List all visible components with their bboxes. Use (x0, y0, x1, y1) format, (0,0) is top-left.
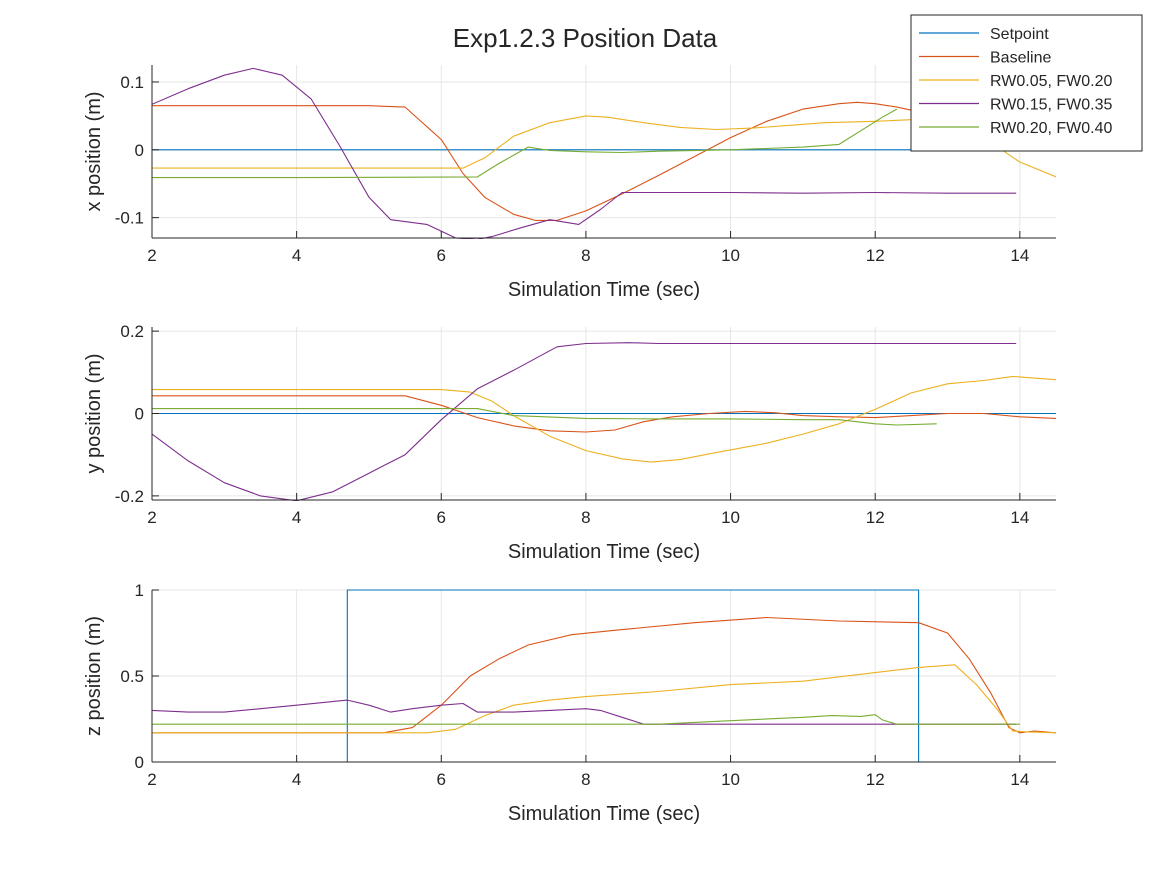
y-tick-label: 1 (135, 581, 144, 600)
series-line-rw0-20-fw0-40 (152, 108, 898, 179)
legend-label-rw0-15-fw0-35: RW0.15, FW0.35 (990, 97, 1113, 114)
plot-area (152, 65, 1056, 238)
x-tick-label: 6 (437, 508, 446, 527)
x-tick-label: 14 (1010, 508, 1029, 527)
x-tick-label: 6 (437, 246, 446, 265)
x-axis-label: Simulation Time (sec) (508, 803, 700, 825)
x-tick-label: 10 (721, 508, 740, 527)
series-line-rw0-05-fw0-20 (152, 375, 1056, 463)
x-tick-label: 8 (581, 770, 590, 789)
subplot-2: 2 4 6 8 10 12 14 -0.2 0 0.2 Simulation Time (sec) y… (83, 322, 1056, 563)
legend-label-rw0-20-fw0-40: RW0.20, FW0.40 (990, 120, 1113, 137)
series-line-rw0-15-fw0-35 (152, 342, 1017, 501)
x-tick-label: 4 (292, 508, 301, 527)
x-tick-label: 14 (1010, 770, 1029, 789)
series-line-baseline (152, 101, 948, 221)
y-tick-label: 0 (135, 753, 144, 772)
y-tick-label: 0.5 (120, 667, 144, 686)
series-line-rw0-20-fw0-40 (152, 714, 1020, 725)
x-tick-label: 14 (1010, 246, 1029, 265)
figure-title: Exp1.2.3 Position Data (453, 23, 718, 53)
x-tick-label: 12 (866, 508, 885, 527)
legend: Setpoint Baseline RW0.05, FW0.20 RW0.15, FW… (910, 14, 1143, 152)
x-tick-label: 2 (147, 508, 156, 527)
series-line-rw0-05-fw0-20 (152, 664, 1056, 734)
series-line-rw0-15-fw0-35 (152, 699, 1017, 725)
series-line-rw0-20-fw0-40 (152, 408, 937, 426)
x-tick-label: 8 (581, 246, 590, 265)
x-tick-label: 2 (147, 770, 156, 789)
y-axis-label: y position (m) (83, 353, 105, 473)
x-tick-label: 4 (292, 246, 301, 265)
x-tick-label: 8 (581, 508, 590, 527)
series-group (152, 342, 1056, 501)
y-tick-label: -0.2 (115, 487, 144, 506)
x-tick-label: 10 (721, 770, 740, 789)
x-tick-label: 6 (437, 770, 446, 789)
y-tick-label: -0.1 (115, 209, 144, 228)
x-tick-label: 10 (721, 246, 740, 265)
y-tick-label: 0.1 (120, 73, 144, 92)
legend-label-setpoint: Setpoint (990, 26, 1049, 43)
subplot-3: 2 4 6 8 10 12 14 0 0.5 1 Simulation Time (sec) z po… (83, 581, 1056, 825)
legend-label-baseline: Baseline (990, 50, 1051, 67)
x-axis-label: Simulation Time (sec) (508, 279, 700, 301)
x-tick-label: 12 (866, 246, 885, 265)
legend-box (910, 14, 1143, 152)
y-axis-label: z position (m) (83, 616, 105, 736)
series-line-baseline (152, 395, 1056, 433)
series-line-baseline (152, 616, 1056, 734)
x-tick-label: 12 (866, 770, 885, 789)
legend-label-rw0-05-fw0-20: RW0.05, FW0.20 (990, 73, 1113, 90)
x-tick-label: 4 (292, 770, 301, 789)
y-tick-label: 0 (135, 141, 144, 160)
x-tick-label: 2 (147, 246, 156, 265)
subplot-1: 2 4 6 8 10 12 14 -0.1 0 0.1 Simulation Time (sec) x… (83, 65, 1056, 301)
y-axis-label: x position (m) (83, 91, 105, 211)
y-tick-label: 0.2 (120, 322, 144, 341)
y-tick-label: 0 (135, 405, 144, 424)
x-axis-label: Simulation Time (sec) (508, 541, 700, 563)
